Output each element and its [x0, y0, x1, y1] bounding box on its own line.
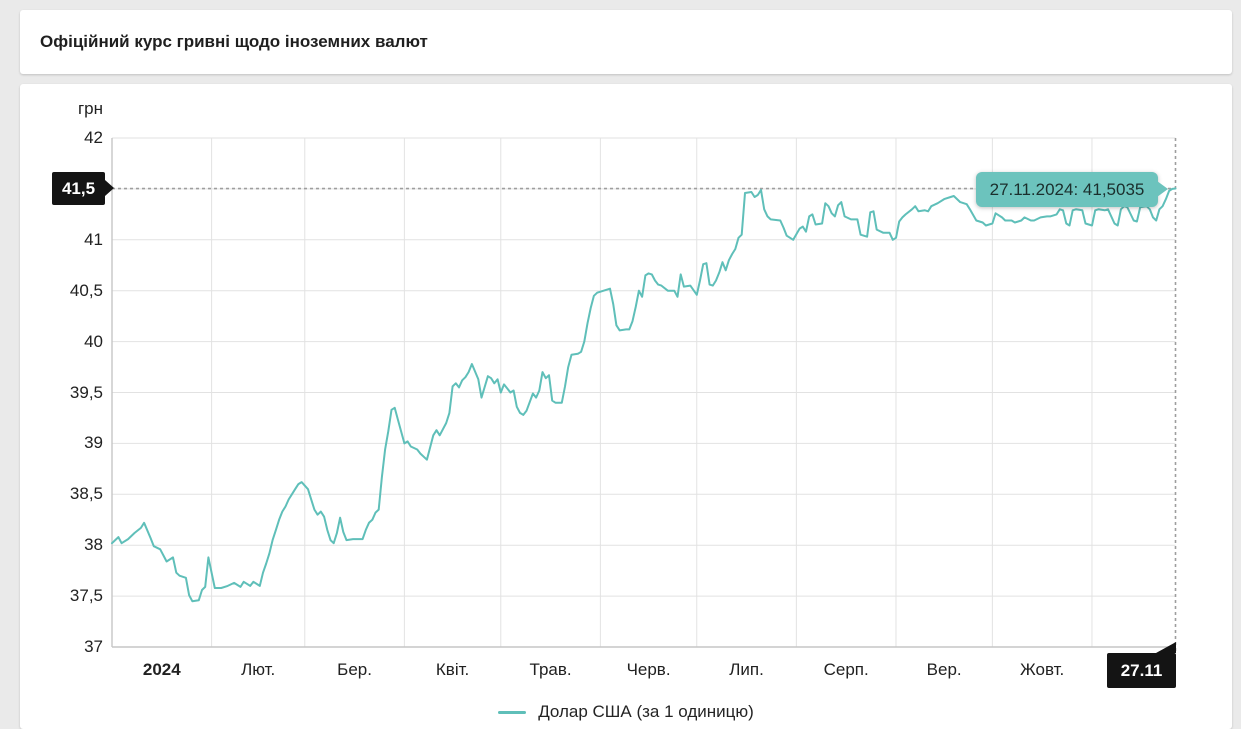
x-tick-label: Бер.: [337, 660, 372, 679]
y-tick-label: 38,5: [69, 484, 103, 504]
page-title: Офіційний курс гривні щодо іноземних вал…: [40, 32, 428, 51]
x-tick-label: Лют.: [241, 660, 276, 679]
x-tick-label: Серп.: [823, 660, 869, 679]
x-tick-label: 2024: [142, 660, 181, 679]
chart-header-card: Офіційний курс гривні щодо іноземних вал…: [20, 10, 1232, 74]
legend-series-label[interactable]: Долар США (за 1 одиницю): [538, 702, 754, 721]
x-tick-label: Жовт.: [1020, 660, 1065, 679]
y-axis-unit-label: грн: [77, 99, 103, 118]
x-tick-label: Трав.: [529, 660, 572, 679]
x-flag-label: 27.11: [1120, 661, 1163, 680]
y-tick-label: 37: [84, 637, 103, 656]
y-tick-label: 40,5: [69, 280, 103, 300]
x-axis-date-flag: 27.11: [1107, 642, 1176, 688]
x-tick-label: Лип.: [729, 660, 764, 679]
tooltip-pointer-icon: [1157, 181, 1168, 197]
data-point-tooltip: 27.11.2024: 41,5035: [976, 172, 1168, 207]
y-tick-label: 40: [84, 331, 103, 351]
y-tick-label: 41: [84, 229, 103, 249]
usd-rate-line[interactable]: [111, 187, 1177, 603]
y-flag-arrow-icon: [105, 180, 114, 196]
legend-line-swatch: [498, 710, 527, 714]
x-tick-label: Вер.: [926, 660, 962, 679]
tooltip-text: 27.11.2024: 41,5035: [989, 180, 1145, 199]
chart-legend: Долар США (за 1 одиницю): [20, 702, 1232, 722]
y-tick-label: 38: [84, 535, 103, 555]
y-axis-value-flag: 41,5: [52, 172, 114, 205]
x-flag-notch-icon: [1156, 642, 1176, 653]
x-tick-label: Квіт.: [435, 660, 470, 679]
y-tick-label: 37,5: [69, 586, 103, 606]
y-flag-label: 41,5: [61, 179, 96, 198]
y-tick-label: 42: [84, 128, 103, 147]
x-tick-label: Черв.: [626, 660, 671, 679]
y-tick-label: 39: [84, 433, 103, 453]
y-tick-label: 39,5: [69, 382, 103, 402]
